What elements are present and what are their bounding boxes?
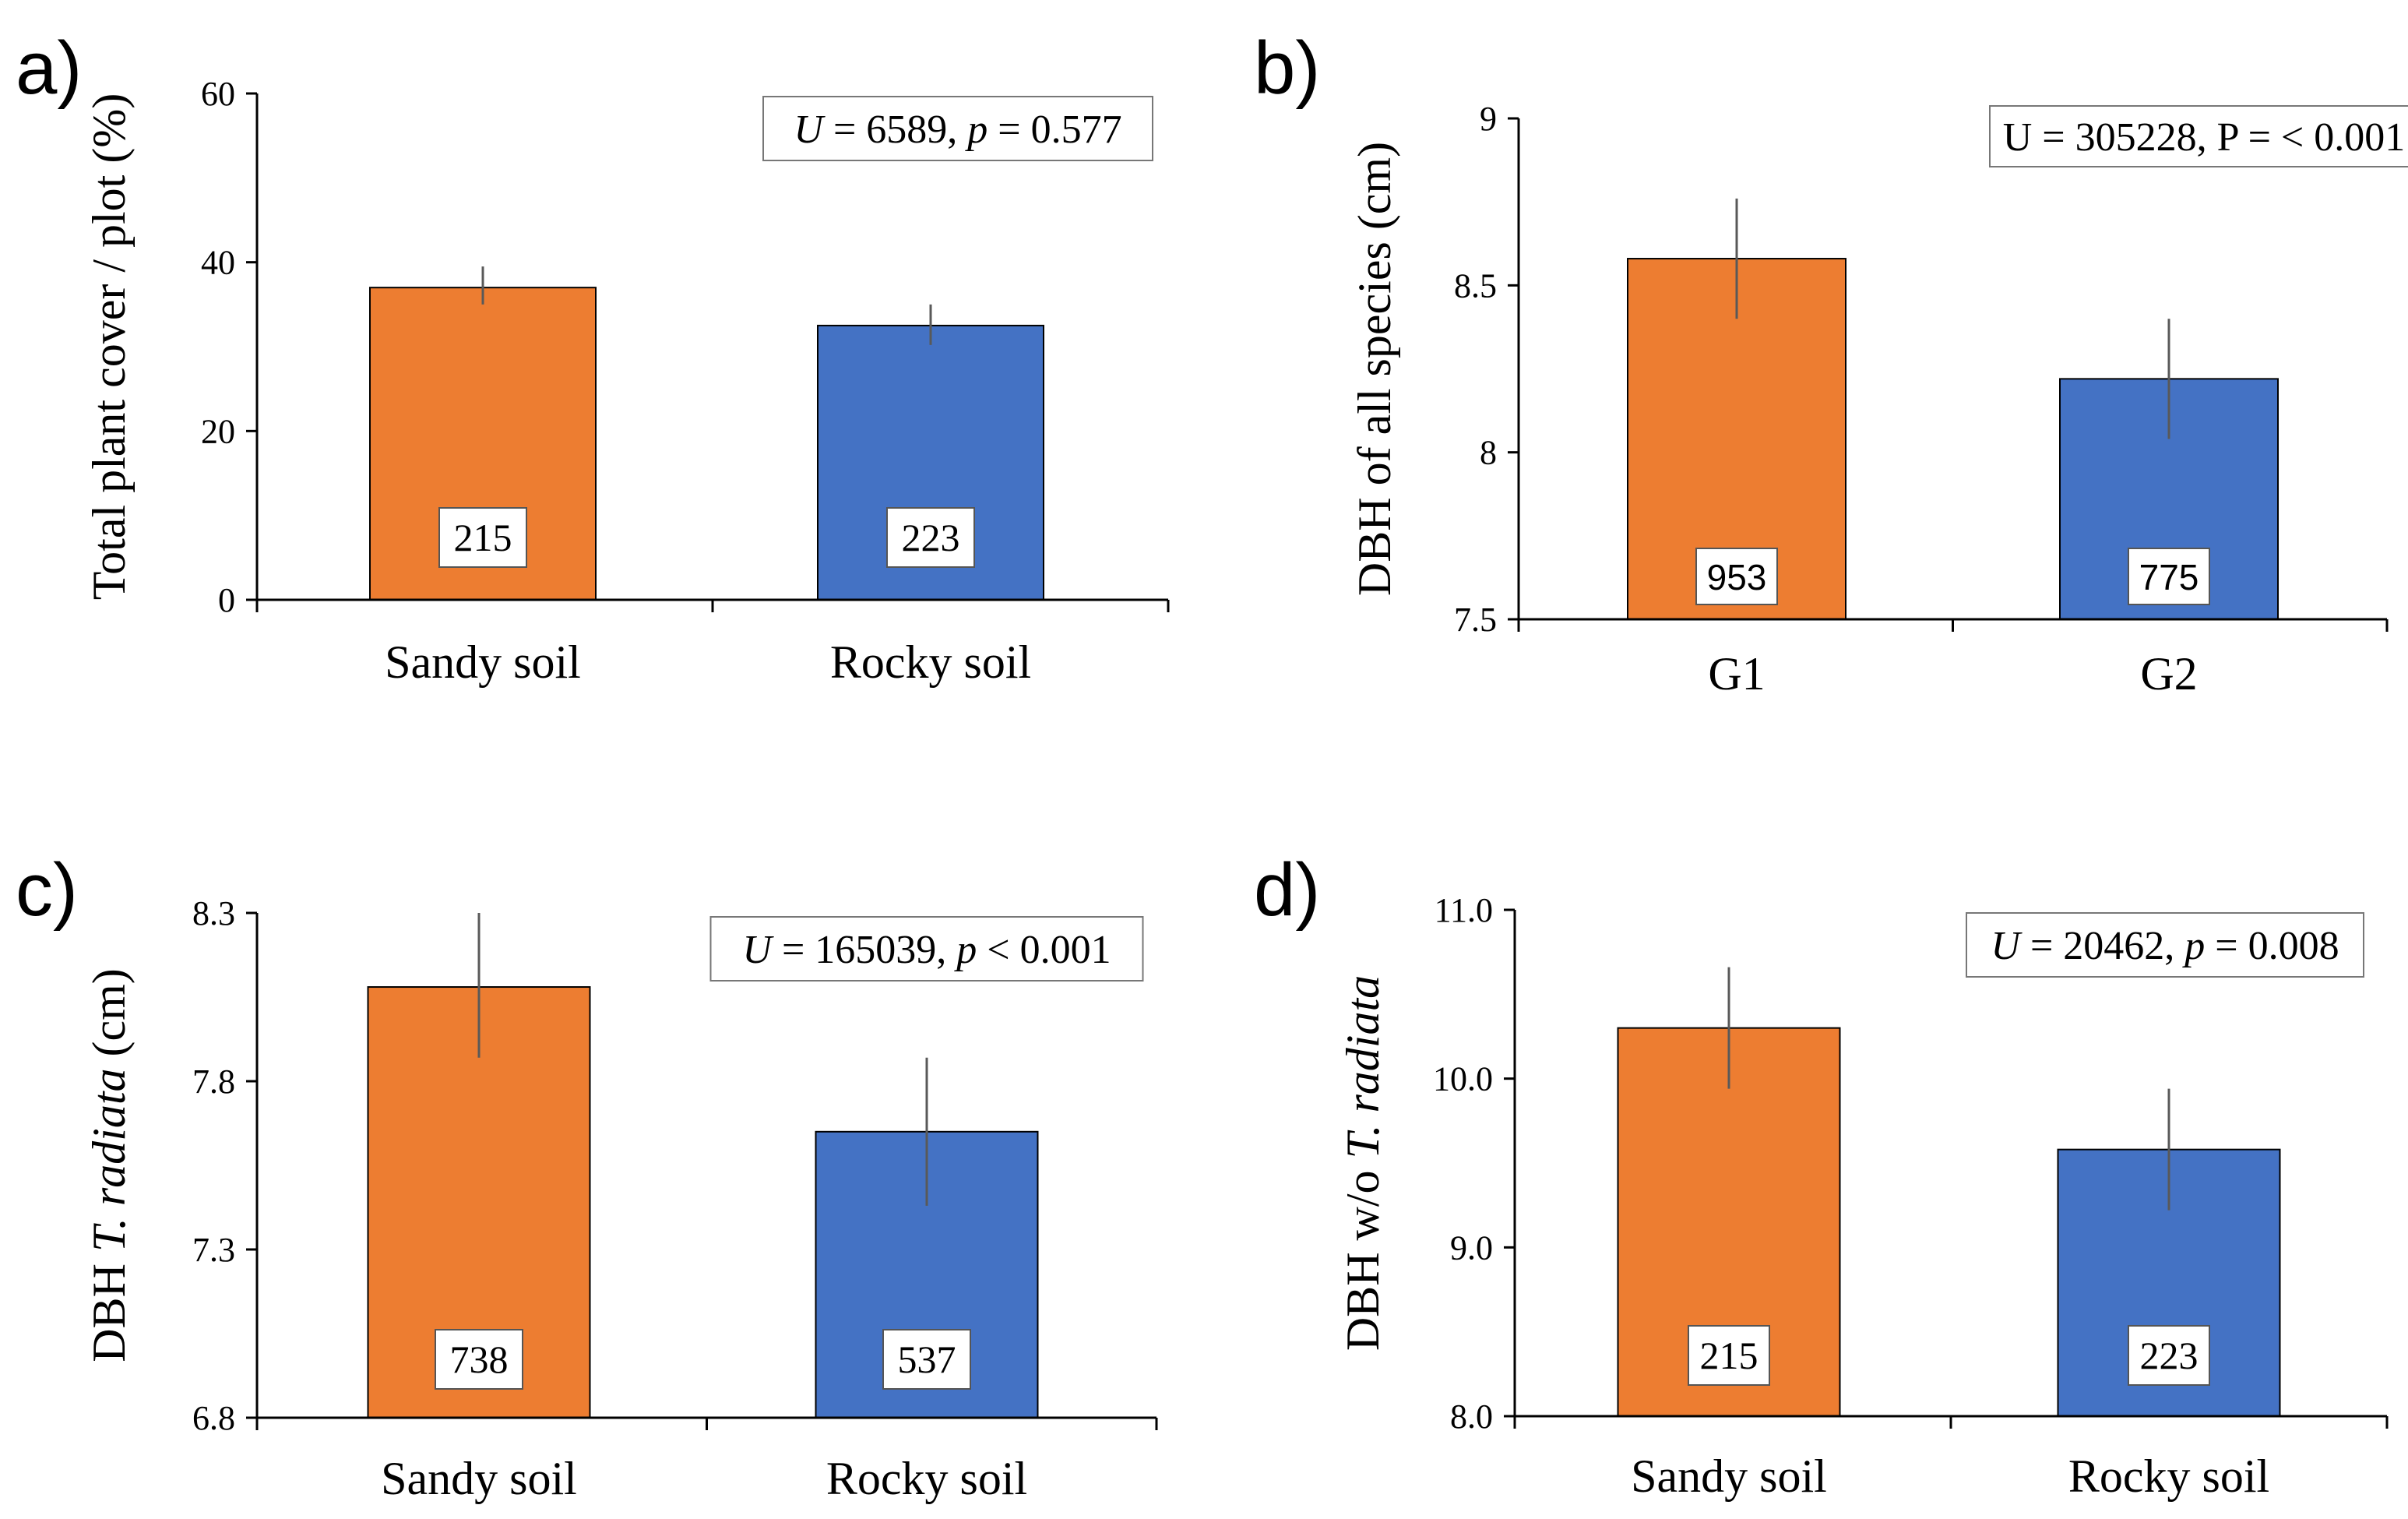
stat-annotation-box bbox=[1966, 912, 2364, 978]
y-axis-label: Total plant cover / plot (%) bbox=[83, 93, 135, 601]
sample-size-label: 738 bbox=[450, 1337, 509, 1381]
y-axis-label-part: (cm) bbox=[83, 968, 135, 1068]
chart-panel-b: b) 953 775 7.5 8 8.5 9 G1 G2 DBH of all species (… bbox=[1254, 26, 2408, 700]
stat-annotation: U = 305228, P = < 0.001 bbox=[2003, 115, 2406, 160]
stat-annotation-box bbox=[1989, 105, 2408, 167]
sample-size-box bbox=[1695, 548, 1778, 605]
sample-size-box bbox=[435, 1329, 523, 1390]
y-tick-label: 8.0 bbox=[1450, 1397, 1493, 1436]
sample-size-box bbox=[2128, 1325, 2210, 1386]
sample-size-label: 775 bbox=[2139, 557, 2199, 597]
stat-annotation-part: U = 305228, P = < 0.001 bbox=[2003, 115, 2406, 160]
x-category-label: Rocky soil bbox=[2068, 1450, 2269, 1502]
y-axis-label: DBH w/o T. radiata bbox=[1337, 975, 1389, 1351]
stat-annotation-part: p bbox=[2181, 924, 2205, 968]
y-axis-label-part: T. radiata bbox=[83, 1068, 135, 1252]
sample-size-label: 223 bbox=[2140, 1334, 2199, 1377]
y-axis-label-part: DBH of all species (cm) bbox=[1349, 142, 1400, 596]
x-category-label: G2 bbox=[2140, 648, 2197, 700]
panel-letter: a) bbox=[16, 26, 82, 110]
chart-panel-d: d) 215 223 8.0 9.0 10.0 11.0 Sandy soil Rocky so… bbox=[1254, 848, 2389, 1502]
x-category-label: Rocky soil bbox=[826, 1453, 1027, 1504]
stat-annotation-part: U bbox=[1991, 924, 2023, 968]
stat-annotation-part: U bbox=[794, 107, 826, 152]
x-category-label: Sandy soil bbox=[381, 1453, 577, 1504]
x-category-label: Sandy soil bbox=[385, 636, 581, 688]
stat-annotation-part: = 0.008 bbox=[2205, 924, 2339, 968]
sample-size-box bbox=[886, 507, 975, 568]
y-tick-label: 9.0 bbox=[1450, 1228, 1493, 1267]
stat-annotation-part: < 0.001 bbox=[977, 928, 1111, 972]
y-tick-label: 8.5 bbox=[1454, 266, 1497, 305]
panel-letter: c) bbox=[16, 848, 78, 932]
x-category-label: G1 bbox=[1708, 648, 1765, 700]
stat-annotation-part: U bbox=[742, 928, 774, 972]
stat-annotation-part: = 20462, bbox=[2020, 924, 2184, 968]
stat-annotation-part: p bbox=[964, 107, 987, 152]
y-axis-label: DBH T. radiata (cm) bbox=[83, 968, 135, 1362]
y-tick-label: 9 bbox=[1480, 100, 1497, 138]
y-tick-label: 10.0 bbox=[1433, 1060, 1493, 1098]
x-category-label: Sandy soil bbox=[1631, 1450, 1827, 1502]
sample-size-box bbox=[2128, 548, 2210, 605]
sample-size-label: 953 bbox=[1707, 557, 1767, 597]
y-axis-label: DBH of all species (cm) bbox=[1349, 142, 1400, 596]
sample-size-label: 215 bbox=[1700, 1334, 1758, 1377]
sample-size-label: 215 bbox=[454, 516, 512, 559]
y-axis-label-part: T. radiata bbox=[1337, 975, 1389, 1159]
stat-annotation: U = 165039, p < 0.001 bbox=[742, 928, 1111, 972]
stat-annotation-part: = 0.577 bbox=[987, 107, 1121, 152]
y-tick-label: 7.3 bbox=[192, 1231, 235, 1269]
y-axis-label-part: DBH bbox=[83, 1252, 135, 1362]
chart-panel-c: c) 738 537 6.8 7.3 7.8 8.3 Sandy soil Rocky soil… bbox=[16, 848, 1158, 1504]
y-tick-label: 0 bbox=[218, 581, 235, 619]
sample-size-box bbox=[882, 1329, 971, 1390]
x-category-label: Rocky soil bbox=[830, 636, 1031, 688]
stat-annotation-box bbox=[762, 96, 1153, 161]
stat-annotation-part: = 165039, bbox=[772, 928, 956, 972]
y-tick-label: 7.5 bbox=[1454, 601, 1497, 639]
y-tick-label: 20 bbox=[201, 412, 235, 450]
sample-size-label: 537 bbox=[898, 1337, 956, 1381]
y-axis-label-part: DBH w/o bbox=[1337, 1158, 1389, 1351]
stat-annotation: U = 6589, p = 0.577 bbox=[794, 107, 1121, 152]
stat-annotation-part: p bbox=[953, 928, 977, 972]
y-tick-label: 8 bbox=[1480, 434, 1497, 472]
y-tick-label: 6.8 bbox=[192, 1399, 235, 1437]
y-tick-label: 8.3 bbox=[192, 894, 235, 932]
y-axis-label-part: Total plant cover / plot (%) bbox=[83, 93, 135, 601]
sample-size-box bbox=[1688, 1325, 1770, 1386]
sample-size-label: 223 bbox=[902, 516, 960, 559]
y-tick-label: 60 bbox=[201, 75, 235, 113]
y-tick-label: 40 bbox=[201, 244, 235, 282]
panel-letter: b) bbox=[1254, 26, 1320, 110]
y-tick-label: 11.0 bbox=[1435, 891, 1493, 929]
y-tick-label: 7.8 bbox=[192, 1063, 235, 1101]
chart-panel-a: a) 215 223 0 20 40 60 Sandy soil Rocky soil Total… bbox=[16, 26, 1170, 688]
stat-annotation-box bbox=[709, 916, 1144, 982]
stat-annotation: U = 20462, p = 0.008 bbox=[1991, 924, 2339, 968]
panel-letter: d) bbox=[1254, 848, 1320, 932]
sample-size-box bbox=[438, 507, 527, 568]
stat-annotation-part: = 6589, bbox=[823, 107, 967, 152]
